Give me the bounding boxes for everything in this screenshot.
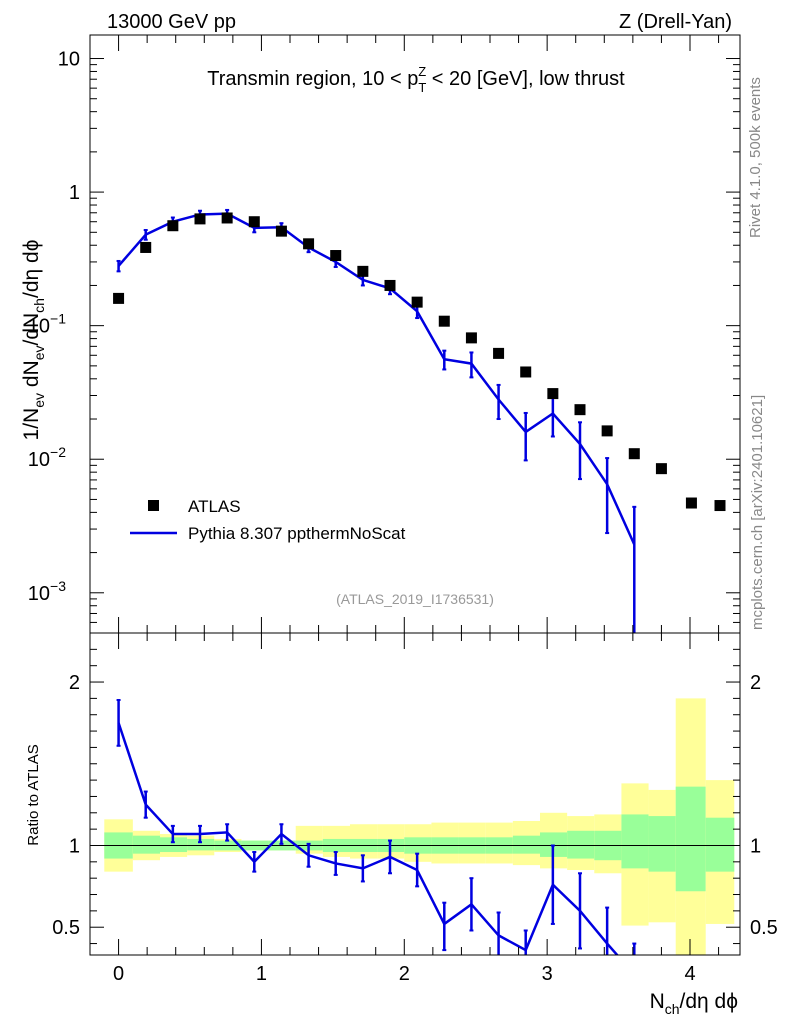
main-y-tick-label: 1	[69, 182, 80, 204]
x-axis-label: Nch/dη dϕ	[650, 990, 738, 1017]
inner-uncertainty-band	[705, 817, 735, 872]
x-tick-label: 4	[684, 963, 695, 985]
data-point	[140, 241, 152, 253]
mcplots-reference-label: mcplots.cern.ch [arXiv:2401.10621]	[749, 395, 766, 630]
ratio-y-tick-label-right: 2	[750, 672, 761, 694]
data-point	[384, 279, 396, 291]
inner-uncertainty-band	[675, 786, 706, 892]
inner-uncertainty-band	[621, 814, 649, 869]
ratio-y-tick-label: 1	[69, 835, 80, 857]
data-point	[303, 238, 315, 250]
data-point	[221, 212, 233, 224]
main-title: Transmin region, 10 < pTZ < 20 [GeV], lo…	[207, 64, 625, 95]
data-point	[601, 425, 613, 437]
main-panel: 10−3 10−2 10−1 1 10 Transmin region, 10 < pT…	[20, 34, 741, 634]
header-process-label: Z (Drell-Yan)	[619, 11, 732, 33]
data-point	[574, 404, 586, 416]
legend-data-marker	[148, 500, 159, 511]
analysis-label: (ATLAS_2019_I1736531)	[336, 591, 494, 607]
data-point	[167, 220, 179, 232]
data-series	[113, 212, 726, 512]
ratio-panel: 0.5 0.5 1 1 2 2 0 1 2 3 4 Ratio to ATLAS Nch/dη dϕ	[25, 632, 778, 1017]
main-y-tick-label: 10−3	[28, 578, 66, 605]
x-tick-label: 1	[256, 963, 267, 985]
data-point	[547, 388, 559, 400]
data-point	[330, 250, 342, 262]
data-point	[493, 347, 505, 359]
header-energy-label: 13000 GeV pp	[107, 11, 236, 33]
ratio-series	[116, 699, 637, 955]
legend-data-label: ATLAS	[188, 497, 241, 516]
data-point	[411, 296, 423, 308]
legend: ATLAS Pythia 8.307 ppthermNoScat	[130, 497, 406, 543]
ratio-y-tick-label: 0.5	[52, 917, 80, 939]
legend-mc-label: Pythia 8.307 ppthermNoScat	[188, 524, 406, 543]
data-point	[465, 332, 477, 344]
inner-uncertainty-band	[648, 816, 676, 872]
data-point	[685, 497, 697, 509]
data-point	[275, 225, 287, 237]
data-point	[520, 366, 532, 378]
x-tick-label: 3	[542, 963, 553, 985]
inner-uncertainty-band	[567, 830, 595, 859]
data-point	[714, 500, 726, 512]
ratio-y-tick-label-right: 1	[750, 835, 761, 857]
inner-uncertainty-band	[187, 838, 215, 851]
data-point	[655, 463, 667, 475]
uncertainty-bands	[104, 698, 735, 955]
data-point	[357, 265, 369, 277]
ratio-line	[117, 722, 619, 955]
inner-uncertainty-band	[132, 835, 160, 854]
ratio-frame	[89, 632, 741, 956]
data-point	[113, 292, 125, 304]
main-y-tick-label: 10−2	[28, 444, 66, 471]
main-y-tick-label: 10−1	[28, 311, 66, 338]
ratio-y-tick-label-right: 0.5	[750, 917, 778, 939]
data-point	[628, 448, 640, 460]
main-y-axis-label: 1/Nev dNev/dNch/dη dϕ	[20, 240, 47, 441]
x-tick-label: 2	[399, 963, 410, 985]
inner-uncertainty-band	[512, 835, 540, 854]
x-tick-label: 0	[113, 963, 124, 985]
data-point	[248, 216, 260, 228]
inner-uncertainty-band	[160, 837, 188, 853]
data-point	[438, 315, 450, 327]
main-y-tick-label: 10	[58, 49, 80, 71]
data-point	[194, 213, 206, 225]
rivet-version-label: Rivet 4.1.0, 500k events	[747, 77, 764, 238]
ratio-y-axis-label: Ratio to ATLAS	[25, 744, 42, 845]
ratio-y-tick-label: 2	[69, 672, 80, 694]
